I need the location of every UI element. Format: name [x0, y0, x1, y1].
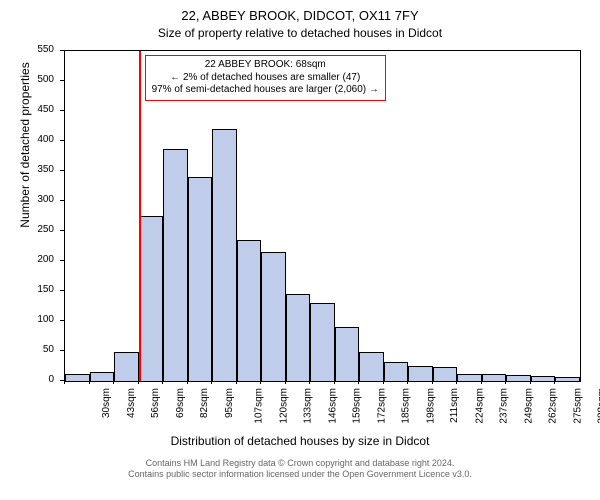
y-tick-mark	[60, 380, 64, 381]
y-tick-mark	[60, 110, 64, 111]
x-tick-label: 237sqm	[499, 388, 510, 424]
y-tick-label: 250	[0, 224, 54, 235]
footnote-line-2: Contains public sector information licen…	[128, 469, 472, 479]
histogram-bar	[188, 177, 213, 381]
histogram-bar	[237, 240, 262, 381]
y-tick-label: 400	[0, 134, 54, 145]
x-tick-label: 275sqm	[573, 388, 584, 424]
y-tick-label: 150	[0, 284, 54, 295]
histogram-bar	[335, 327, 360, 381]
histogram-bar	[555, 377, 580, 381]
chart-subtitle: Size of property relative to detached ho…	[0, 26, 600, 40]
y-tick-mark	[60, 290, 64, 291]
histogram-bar	[114, 352, 139, 381]
footnote: Contains HM Land Registry data © Crown c…	[0, 458, 600, 481]
x-tick-mark	[64, 380, 65, 384]
histogram-bar	[531, 376, 556, 381]
x-tick-mark	[236, 380, 237, 384]
x-tick-label: 185sqm	[401, 388, 412, 424]
annotation-line-2: ← 2% of detached houses are smaller (47)	[152, 72, 379, 85]
y-tick-mark	[60, 200, 64, 201]
y-tick-mark	[60, 170, 64, 171]
x-tick-mark	[407, 380, 408, 384]
x-tick-label: 159sqm	[352, 388, 363, 424]
y-tick-label: 450	[0, 104, 54, 115]
y-tick-label: 100	[0, 314, 54, 325]
x-tick-mark	[211, 380, 212, 384]
y-tick-mark	[60, 50, 64, 51]
x-tick-label: 56sqm	[150, 388, 161, 418]
annotation-line-1: 22 ABBEY BROOK: 68sqm	[152, 59, 379, 72]
x-tick-label: 262sqm	[548, 388, 559, 424]
x-tick-label: 172sqm	[376, 388, 387, 424]
x-tick-label: 30sqm	[101, 388, 112, 418]
annotation-box: 22 ABBEY BROOK: 68sqm← 2% of detached ho…	[145, 55, 386, 101]
x-tick-label: 211sqm	[449, 388, 460, 423]
x-tick-label: 133sqm	[303, 388, 314, 424]
y-tick-label: 500	[0, 74, 54, 85]
footnote-line-1: Contains HM Land Registry data © Crown c…	[146, 458, 455, 468]
x-tick-mark	[358, 380, 359, 384]
x-tick-mark	[162, 380, 163, 384]
histogram-bar	[359, 352, 384, 381]
y-tick-label: 300	[0, 194, 54, 205]
histogram-bar	[163, 149, 188, 381]
y-tick-mark	[60, 80, 64, 81]
x-tick-label: 43sqm	[126, 388, 137, 418]
x-tick-mark	[138, 380, 139, 384]
chart-container: 22, ABBEY BROOK, DIDCOT, OX11 7FY Size o…	[0, 0, 600, 500]
x-tick-label: 95sqm	[224, 388, 235, 418]
histogram-bar	[286, 294, 311, 381]
y-tick-label: 200	[0, 254, 54, 265]
x-tick-mark	[89, 380, 90, 384]
chart-title: 22, ABBEY BROOK, DIDCOT, OX11 7FY	[0, 8, 600, 23]
y-tick-label: 550	[0, 44, 54, 55]
histogram-bar	[457, 374, 482, 381]
x-axis-label: Distribution of detached houses by size …	[0, 434, 600, 448]
x-tick-mark	[260, 380, 261, 384]
histogram-bar	[139, 216, 164, 381]
x-tick-label: 146sqm	[327, 388, 338, 424]
x-tick-mark	[505, 380, 506, 384]
histogram-bar	[261, 252, 286, 381]
y-tick-label: 0	[0, 374, 54, 385]
histogram-bar	[384, 362, 409, 381]
histogram-bar	[506, 375, 531, 381]
x-tick-label: 249sqm	[523, 388, 534, 424]
x-tick-label: 69sqm	[175, 388, 186, 418]
histogram-bar	[482, 374, 507, 381]
histogram-bar	[408, 366, 433, 381]
x-tick-mark	[285, 380, 286, 384]
x-tick-mark	[309, 380, 310, 384]
x-tick-label: 120sqm	[278, 388, 289, 424]
x-tick-label: 198sqm	[425, 388, 436, 424]
plot-area: 22 ABBEY BROOK: 68sqm← 2% of detached ho…	[64, 50, 581, 382]
x-tick-mark	[432, 380, 433, 384]
histogram-bar	[310, 303, 335, 381]
x-tick-label: 82sqm	[199, 388, 210, 418]
histogram-bar	[212, 129, 237, 381]
histogram-bar	[90, 372, 115, 381]
x-tick-mark	[187, 380, 188, 384]
x-tick-mark	[456, 380, 457, 384]
y-tick-label: 50	[0, 344, 54, 355]
y-tick-mark	[60, 230, 64, 231]
histogram-bar	[65, 374, 90, 381]
x-tick-mark	[554, 380, 555, 384]
property-marker-line	[139, 51, 141, 381]
x-tick-mark	[334, 380, 335, 384]
x-tick-label: 224sqm	[474, 388, 485, 424]
histogram-bar	[433, 367, 458, 381]
y-tick-mark	[60, 260, 64, 261]
y-tick-mark	[60, 320, 64, 321]
y-tick-label: 350	[0, 164, 54, 175]
x-tick-mark	[113, 380, 114, 384]
annotation-line-3: 97% of semi-detached houses are larger (…	[152, 84, 379, 97]
x-tick-mark	[481, 380, 482, 384]
y-tick-mark	[60, 140, 64, 141]
x-tick-mark	[530, 380, 531, 384]
x-tick-label: 107sqm	[254, 388, 265, 424]
x-tick-mark	[383, 380, 384, 384]
y-tick-mark	[60, 350, 64, 351]
